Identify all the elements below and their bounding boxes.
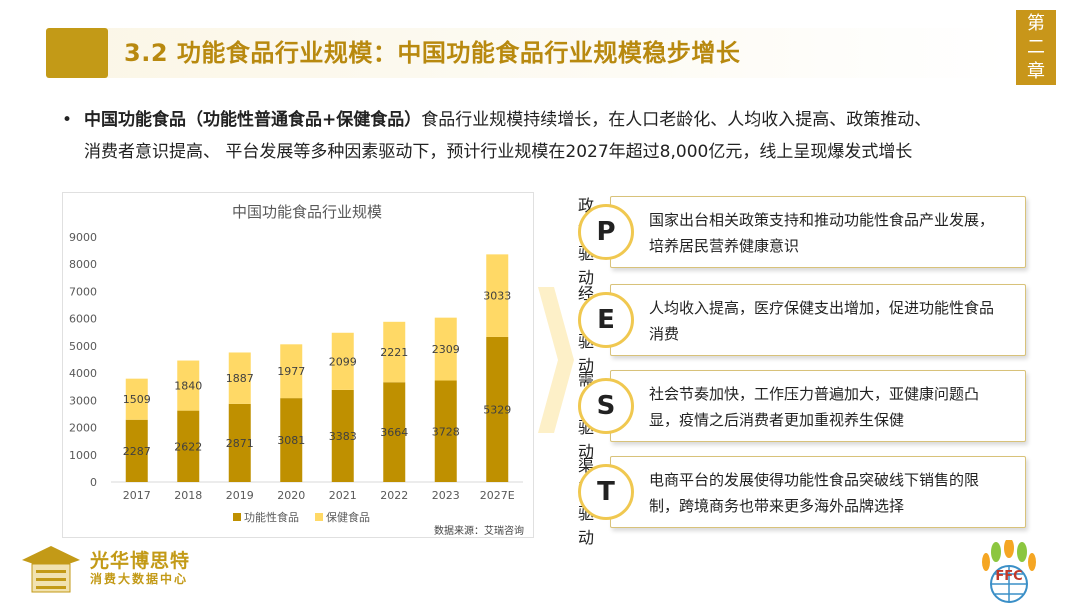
page-title: 3.2 功能食品行业规模：中国功能食品行业规模稳步增长 [124, 39, 741, 67]
pest-panel: 电商平台的发展使得功能性食品突破线下销售的限制，跨境商务也带来更多海外品牌选择 [610, 456, 1026, 528]
chart-panel: 中国功能食品行业规模 0 1000 2000 3000 4000 5000 6000 7000 8… [62, 192, 534, 538]
summary-line1: 食品行业规模持续增长，在人口老龄化、人均收入提高、政策推动、 [421, 110, 932, 130]
chapter-char: 第 [1027, 13, 1045, 34]
x-tick-label: 2023 [432, 489, 460, 502]
data-label: 2099 [329, 355, 357, 368]
pest-letter: P [578, 204, 634, 260]
data-label: 3664 [380, 426, 408, 439]
x-tick-label: 2018 [174, 489, 202, 502]
data-label: 2221 [380, 346, 408, 359]
company-logo-icon [22, 546, 80, 593]
data-label: 2871 [226, 437, 254, 450]
x-tick-label: 2017 [123, 489, 151, 502]
y-tick-label: 5000 [69, 340, 97, 353]
pest-letter: S [578, 378, 634, 434]
bar-health [228, 352, 251, 404]
bar-health [177, 360, 200, 411]
data-label: 2287 [123, 445, 151, 458]
data-label: 5329 [483, 403, 511, 416]
y-tick-label: 9000 [69, 231, 97, 244]
y-tick-label: 1000 [69, 449, 97, 462]
bar-functional [331, 389, 354, 482]
y-tick-label: 7000 [69, 285, 97, 298]
chevron-right-icon [538, 287, 574, 433]
x-tick-label: 2027E [480, 489, 515, 502]
data-label: 3081 [277, 434, 305, 447]
pest-text: 社会节奏加快，工作压力普遍加大，亚健康问题凸显，疫情之后消费者更加重视养生保健 [649, 385, 980, 429]
data-label: 1977 [277, 365, 305, 378]
data-label: 1840 [174, 380, 202, 393]
bar-health [486, 254, 509, 337]
chapter-char: 二 [1027, 37, 1045, 58]
bullet-dot: • [62, 110, 73, 130]
summary-bold: 中国功能食品（功能性普通食品+保健食品） [84, 110, 422, 130]
data-label: 1509 [123, 393, 151, 406]
legend-swatch [315, 513, 323, 521]
bar-health [383, 321, 406, 383]
data-label: 3728 [432, 425, 460, 438]
legend-label: 保健食品 [326, 510, 370, 524]
bar-functional [434, 380, 457, 482]
stacked-bar-chart: 中国功能食品行业规模 0 1000 2000 3000 4000 5000 6000 7000 8… [69, 203, 523, 524]
chapter-char: 章 [1027, 61, 1045, 82]
bar-health [331, 332, 354, 390]
y-tick-label: 2000 [69, 422, 97, 435]
y-tick-label: 3000 [69, 394, 97, 407]
bar-health [125, 378, 148, 420]
data-label: 3033 [483, 290, 511, 303]
bar-functional [280, 398, 303, 482]
data-label: 3383 [329, 430, 357, 443]
y-tick-label: 4000 [69, 367, 97, 380]
y-tick-label: 0 [90, 476, 97, 489]
y-tick-label: 6000 [69, 313, 97, 326]
bar-health [434, 317, 457, 381]
pest-panel: 社会节奏加快，工作压力普遍加大，亚健康问题凸显，疫情之后消费者更加重视养生保健 [610, 370, 1026, 442]
tag-char: 动 [578, 442, 595, 461]
summary-line2: 消费者意识提高、 平台发展等多种因素驱动下，预计行业规模在2027年超过8,00… [84, 142, 913, 162]
pest-letter: T [578, 464, 634, 520]
chapter-tab: 第 二 章 [1016, 10, 1056, 85]
header-band [48, 28, 1010, 78]
data-label: 2309 [432, 343, 460, 356]
legend-label: 功能性食品 [244, 510, 299, 524]
legend-swatch [233, 513, 241, 521]
pest-panel: 人均收入提高，医疗保健支出增加，促进功能性食品消费 [610, 284, 1026, 356]
x-tick-label: 2022 [380, 489, 408, 502]
bar-functional [177, 410, 200, 482]
tag-char: 动 [578, 528, 595, 547]
x-tick-label: 2019 [226, 489, 254, 502]
bar-functional [486, 336, 509, 482]
company-subtitle: 消费大数据中心 [90, 572, 189, 586]
pest-text: 电商平台的发展使得功能性食品突破线下销售的限制，跨境商务也带来更多海外品牌选择 [649, 471, 980, 515]
header-accent-block [46, 28, 108, 78]
bar-functional [228, 403, 251, 482]
x-tick-label: 2021 [329, 489, 357, 502]
chart-source: 数据来源：艾瑞咨询 [434, 526, 524, 537]
pest-panel: 国家出台相关政策支持和推动功能性食品产业发展，培养居民营养健康意识 [610, 196, 1026, 268]
bar-health [280, 344, 303, 399]
data-label: 2622 [174, 440, 202, 453]
tag-char: 动 [578, 356, 595, 375]
tag-char: 动 [578, 268, 595, 287]
bar-functional [125, 419, 148, 482]
pest-text: 人均收入提高，医疗保健支出增加，促进功能性食品消费 [649, 299, 995, 343]
y-tick-label: 8000 [69, 258, 97, 271]
ffc-logo-text: FFC [995, 569, 1022, 584]
summary-bullet: • 中国功能食品（功能性普通食品+保健食品）食品行业规模持续增长，在人口老龄化、… [62, 104, 1052, 168]
summary-text: 中国功能食品（功能性普通食品+保健食品）食品行业规模持续增长，在人口老龄化、人均… [84, 104, 1052, 168]
ffc-logo-icon: FFC [982, 540, 1036, 603]
x-tick-label: 2020 [277, 489, 305, 502]
pest-text: 国家出台相关政策支持和推动功能性食品产业发展，培养居民营养健康意识 [649, 211, 995, 255]
company-name: 光华博思特 [90, 550, 191, 572]
data-label: 1887 [226, 372, 254, 385]
bar-functional [383, 382, 406, 482]
chart-title: 中国功能食品行业规模 [232, 203, 382, 221]
pest-letter: E [578, 292, 634, 348]
